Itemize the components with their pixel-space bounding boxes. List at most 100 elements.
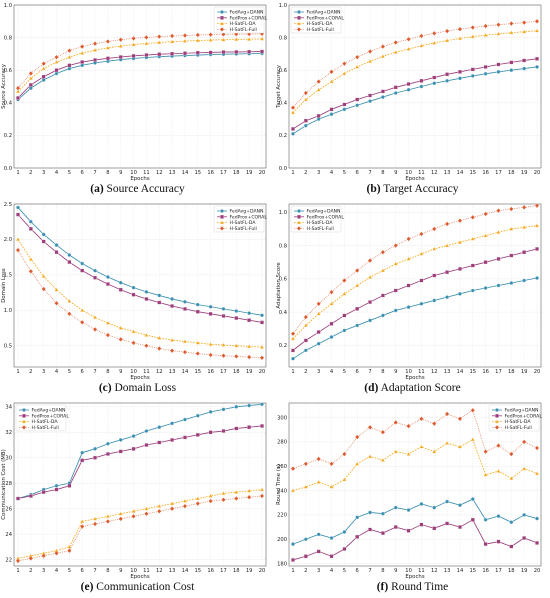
x-tick-label: 16 [482, 369, 489, 375]
data-point [208, 311, 213, 316]
series-line [292, 409, 538, 470]
x-tick-label: 18 [508, 170, 515, 176]
data-point [457, 291, 462, 296]
data-point [316, 87, 321, 92]
data-point [470, 34, 476, 39]
data-point [393, 449, 398, 454]
x-tick-label: 17 [220, 170, 227, 176]
data-point [303, 461, 309, 467]
data-point [522, 250, 527, 255]
data-point [496, 256, 501, 261]
x-tick-label: 7 [368, 170, 371, 176]
legend-entry: FedAvg+DANN [307, 209, 341, 215]
data-point [316, 549, 321, 554]
data-point [483, 517, 488, 522]
legend-marker [296, 225, 302, 231]
legend-entry: FedProx+CORAL [307, 15, 345, 21]
y-tick-label: 24 [5, 532, 12, 538]
panel-caption: (e) Communication Cost [80, 581, 195, 593]
data-point [41, 66, 46, 71]
data-point [483, 233, 488, 238]
data-point [16, 95, 20, 100]
y-tick-label: 1.0 [279, 3, 287, 9]
x-tick-label: 6 [356, 170, 359, 176]
data-point [291, 356, 295, 361]
data-point [105, 441, 110, 446]
data-point [393, 419, 399, 425]
data-point [509, 281, 514, 285]
legend-entry: FedAvg+DANN [307, 10, 341, 16]
data-point [355, 103, 360, 108]
legend-entry: FedAvg+DANN [505, 408, 539, 414]
panel-e-communication-cost: 22 24 26 28 30 32 34 1 2 3 4 5 6 7 8 9 10 11 12 13 14 15 16 17 1… [0, 398, 275, 597]
series-fedprox-coral [16, 212, 264, 325]
data-point [156, 34, 162, 40]
data-point [534, 203, 540, 209]
y-tick-label: 2.0 [4, 237, 12, 243]
data-point [79, 50, 85, 55]
x-tick-label: 4 [330, 369, 334, 375]
data-point [316, 113, 321, 118]
x-tick-label: 9 [394, 170, 397, 176]
y-axis-label: Domain Loss [1, 268, 7, 303]
data-point [457, 76, 462, 81]
y-tick-label: 200 [277, 537, 287, 543]
legend-marker [495, 408, 499, 412]
legend-marker [297, 214, 301, 219]
x-tick-label: 3 [42, 568, 45, 574]
data-point [182, 498, 188, 503]
data-point [431, 226, 437, 232]
x-tick-label: 9 [119, 170, 122, 176]
y-tick-label: 0.6 [4, 68, 12, 74]
x-tick-label: 16 [482, 170, 489, 176]
x-tick-label: 17 [495, 170, 502, 176]
data-point [509, 68, 514, 73]
legend-entry: H-SatFL-DA [230, 220, 257, 226]
data-point [419, 251, 424, 256]
x-tick-label: 12 [431, 568, 438, 574]
legend-entry: H-SatFL-Full [307, 226, 334, 232]
data-point [380, 313, 385, 318]
data-point [93, 57, 98, 62]
data-point [367, 58, 373, 63]
data-point [393, 308, 398, 313]
x-tick-label: 15 [194, 369, 201, 375]
data-point [260, 402, 264, 407]
y-tick-label: 1.0 [4, 308, 12, 314]
data-point [316, 456, 321, 462]
data-point [246, 488, 252, 493]
series-fedavg-dann [291, 497, 539, 547]
data-point [303, 484, 309, 489]
data-point [182, 38, 188, 43]
data-point [234, 495, 239, 502]
data-point [131, 53, 136, 58]
legend-entry: FedAvg+DANN [230, 209, 264, 215]
data-point [316, 301, 321, 307]
data-point [208, 304, 213, 309]
data-point [406, 256, 411, 261]
legend-entry: H-SatFL-DA [230, 21, 257, 27]
data-point [54, 483, 59, 488]
data-point [118, 449, 123, 454]
data-point [496, 69, 501, 74]
data-point [105, 513, 111, 518]
data-point [303, 314, 309, 320]
data-point [195, 340, 201, 345]
x-tick-label: 20 [259, 568, 266, 574]
x-tick-label: 5 [68, 369, 71, 375]
x-tick-label: 3 [317, 568, 320, 574]
data-point [15, 237, 21, 242]
data-point [170, 421, 175, 426]
y-tick-label: 260 [277, 464, 287, 470]
data-point [419, 278, 424, 283]
x-tick-label: 8 [106, 170, 109, 176]
data-point [509, 60, 514, 65]
series-line [292, 519, 538, 561]
series-fedavg-dann [291, 276, 539, 361]
data-point [393, 525, 398, 530]
series-h-satfl-full [290, 407, 540, 472]
data-point [355, 306, 360, 311]
legend: FedAvg+DANNFedProx+CORALH-SatFL-DAH-SatF… [15, 404, 69, 432]
legend-entry: H-SatFL-Full [505, 425, 532, 431]
data-point [393, 261, 398, 266]
